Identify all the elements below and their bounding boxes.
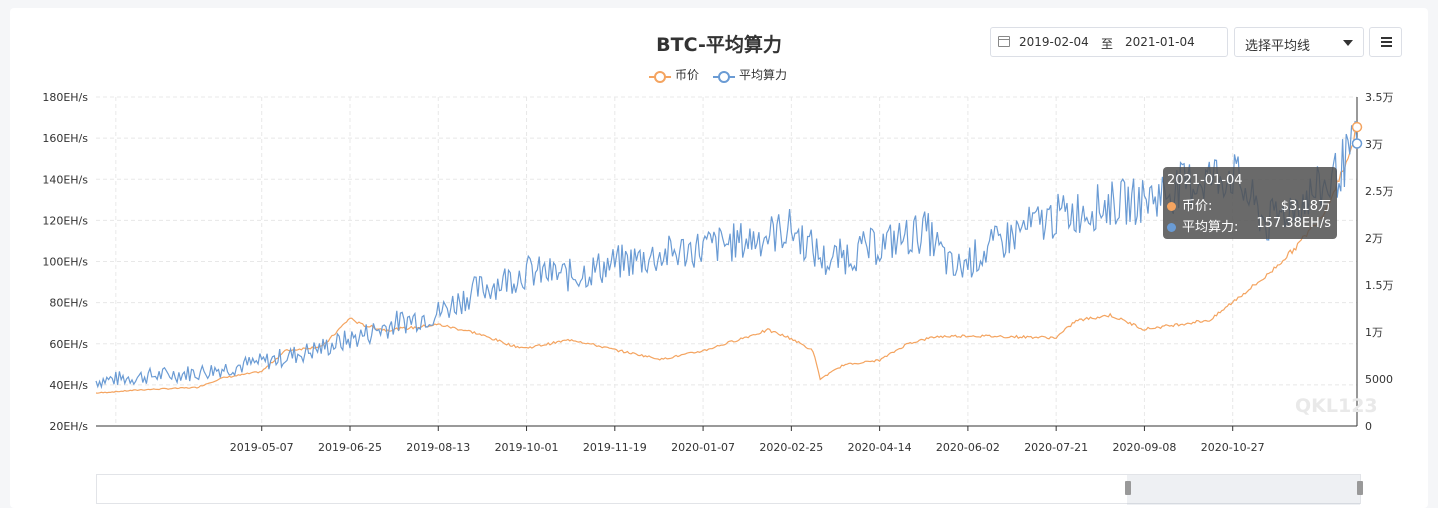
highlight-point-hashrate <box>1351 138 1363 149</box>
y-right-tick-label: 1万 <box>1365 326 1383 339</box>
series-line-hashrate <box>95 120 1358 390</box>
chart-card <box>10 8 1428 508</box>
tooltip-date: 2021-01-04 <box>1167 173 1243 188</box>
hamburger-menu-icon <box>1381 37 1392 39</box>
y-right-tick-label: 0 <box>1365 420 1372 433</box>
y-left-tick-label: 40EH/s <box>49 379 88 392</box>
chart-title: BTC-平均算力 <box>656 34 782 56</box>
tooltip-hash-value: 157.38EH/s <box>1256 216 1331 231</box>
chevron-down-icon <box>1343 40 1353 46</box>
x-tick-label: 2020-01-07 <box>671 441 735 454</box>
x-tick-label: 2020-02-25 <box>759 441 823 454</box>
legend-label-hashrate: 平均算力 <box>739 68 788 82</box>
x-tick-label: 2020-04-14 <box>848 441 912 454</box>
y-left-tick-label: 180EH/s <box>42 91 88 104</box>
y-right-tick-label: 2.5万 <box>1365 185 1394 198</box>
y-left-tick-label: 100EH/s <box>42 256 88 269</box>
x-tick-label: 2019-10-01 <box>495 441 559 454</box>
legend-marker-price <box>649 70 671 83</box>
zoom-handle-right[interactable] <box>1357 481 1363 495</box>
legend-label-price: 币价 <box>675 68 700 82</box>
y-left-tick-label: 140EH/s <box>42 173 88 186</box>
highlight-point-price <box>1351 121 1363 133</box>
calendar-icon <box>998 36 1010 47</box>
tooltip-hash-label: 平均算力: <box>1182 220 1239 235</box>
x-tick-label: 2019-06-25 <box>318 441 382 454</box>
moving-average-select-label: 选择平均线 <box>1245 39 1311 54</box>
x-tick-label: 2020-07-21 <box>1024 441 1088 454</box>
y-left-tick-label: 60EH/s <box>49 338 88 351</box>
y-right-tick-label: 5000 <box>1365 373 1393 386</box>
tooltip-dot-price <box>1167 202 1176 211</box>
hamburger-menu-icon-bar <box>1381 41 1392 43</box>
x-tick-label: 2020-09-08 <box>1112 441 1176 454</box>
chart-menu-button[interactable] <box>1369 27 1402 57</box>
x-tick-label: 2020-10-27 <box>1201 441 1265 454</box>
zoom-handle-left[interactable] <box>1125 481 1131 495</box>
y-left-tick-label: 120EH/s <box>42 214 88 227</box>
tooltip-price-label: 币价: <box>1182 199 1213 214</box>
x-tick-label: 2019-05-07 <box>230 441 294 454</box>
data-tooltip: 2021-01-04 币价: $3.18万 平均算力: 157.38EH/s <box>1163 167 1337 239</box>
hamburger-menu-icon-bar <box>1381 45 1392 47</box>
y-left-tick-label: 20EH/s <box>49 420 88 433</box>
date-from-input[interactable]: 2019-02-04 <box>1019 35 1089 49</box>
tooltip-dot-hashrate <box>1167 223 1176 232</box>
x-tick-label: 2020-06-02 <box>936 441 1000 454</box>
y-left-tick-label: 80EH/s <box>49 297 88 310</box>
date-separator: 至 <box>1101 37 1114 51</box>
y-left-tick-label: 160EH/s <box>42 132 88 145</box>
x-tick-label: 2019-11-19 <box>583 441 647 454</box>
tooltip-row-price: 币价: $3.18万 <box>1167 195 1331 214</box>
legend-price[interactable]: 币价 <box>649 66 699 83</box>
date-to-input[interactable]: 2021-01-04 <box>1125 35 1195 49</box>
watermark-text: QKL123 <box>1295 395 1378 417</box>
tooltip-price-value: $3.18万 <box>1280 199 1331 214</box>
y-right-tick-label: 3.5万 <box>1365 91 1394 104</box>
tooltip-row-hashrate: 平均算力: 157.38EH/s <box>1167 216 1331 235</box>
x-tick-label: 2019-08-13 <box>406 441 470 454</box>
legend-marker-hashrate <box>713 70 735 83</box>
line-chart: 20EH/s 40EH/s 60EH/s 80EH/s 100EH/s 120EH/s 14… <box>42 91 1394 454</box>
date-range-picker[interactable]: 2019-02-04 至 2021-01-04 <box>990 27 1228 57</box>
legend-hashrate[interactable]: 平均算力 <box>713 66 787 83</box>
moving-average-select[interactable]: 选择平均线 <box>1234 27 1364 57</box>
y-right-tick-label: 1.5万 <box>1365 279 1394 292</box>
data-zoom-selection[interactable] <box>1127 475 1360 505</box>
watermark-logo: QKL123 <box>1295 395 1378 417</box>
y-right-tick-label: 2万 <box>1365 232 1383 245</box>
y-right-tick-label: 3万 <box>1365 138 1383 151</box>
